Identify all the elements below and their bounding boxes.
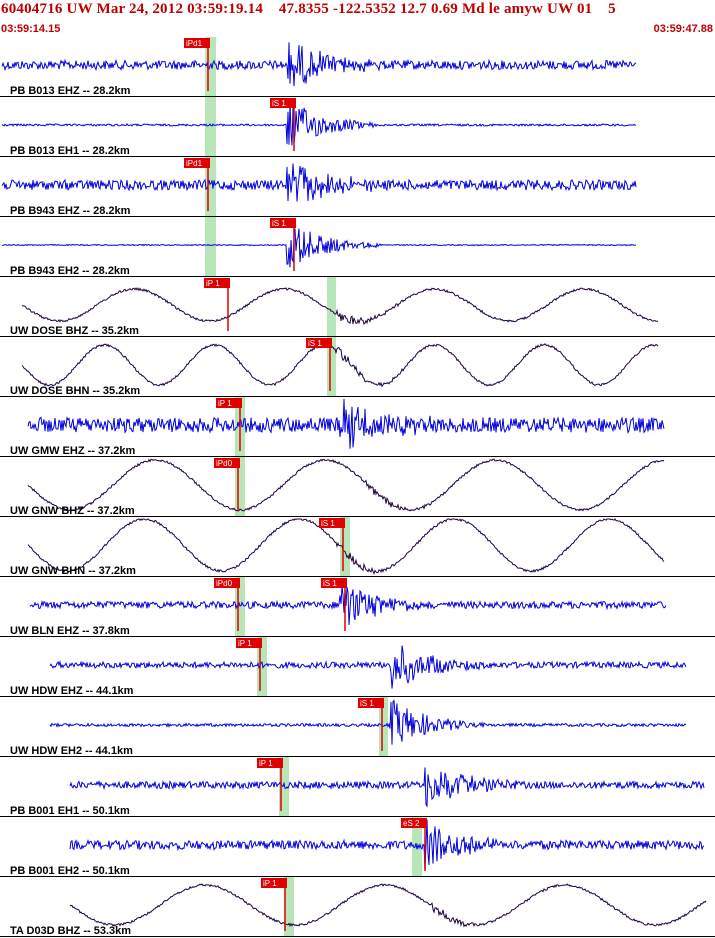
- pick-label: iS 1: [321, 519, 335, 528]
- pick-label: eS 2: [403, 819, 420, 828]
- seismogram-panel: iPd1 PB B013 EHZ -- 28.2km iS 1 PB B013 EH1…: [0, 37, 715, 937]
- trace-panel: iPd1 PB B013 EHZ -- 28.2km: [0, 37, 715, 97]
- trace-panel: iS 1 PB B943 EH2 -- 28.2km: [0, 217, 715, 277]
- waveform: [21, 287, 659, 325]
- waveform: [69, 767, 705, 808]
- waveform: [69, 819, 705, 871]
- start-time: 03:59:14.15: [1, 23, 61, 35]
- pick-label-2: iS 1: [323, 579, 337, 588]
- pick-flag[interactable]: [306, 338, 332, 348]
- station-label: UW GMW EHZ -- 37.2km: [10, 445, 136, 457]
- trace-panel: iS 1 PB B013 EH1 -- 28.2km: [0, 97, 715, 157]
- pick-label: iP 1: [259, 759, 273, 768]
- trace-panel: iP 1 UW DOSE BHZ -- 35.2km: [0, 277, 715, 337]
- pick-label: iP 1: [206, 279, 220, 288]
- pick-label: iPd1: [186, 159, 203, 168]
- station-label: PB B001 EH2 -- 50.1km: [10, 865, 130, 877]
- end-time: 03:59:47.88: [653, 23, 713, 35]
- station-label: PB B001 EH1 -- 50.1km: [10, 805, 130, 817]
- pick-flag[interactable]: [261, 878, 287, 888]
- station-label: TA D03D BHZ -- 53.3km: [10, 925, 131, 937]
- station-label: UW BLN EHZ -- 37.8km: [10, 625, 130, 637]
- pick-flag[interactable]: [270, 98, 296, 108]
- waveform: [27, 398, 665, 449]
- trace-panel: iP 1 TA D03D BHZ -- 53.3km: [0, 877, 715, 937]
- pick-flag[interactable]: [214, 458, 240, 468]
- station-label: UW HDW EHZ -- 44.1km: [10, 685, 134, 697]
- pick-window-band: [327, 337, 336, 397]
- pick-window-band: [257, 637, 267, 697]
- trace-panel: iPd0 UW GNW BHZ -- 37.2km: [0, 457, 715, 517]
- pick-flag[interactable]: [236, 638, 262, 648]
- pick-window-band: [279, 757, 289, 817]
- station-label: PB B943 EHZ -- 28.2km: [10, 205, 131, 217]
- station-label: PB B943 EH2 -- 28.2km: [10, 265, 130, 277]
- pick-window-band: [235, 577, 245, 637]
- pick-window-band: [340, 517, 350, 577]
- pick-flag[interactable]: [184, 158, 210, 168]
- station-label: UW DOSE BHZ -- 35.2km: [10, 325, 139, 337]
- pick-flag[interactable]: [319, 518, 345, 528]
- pick-label: iPd1: [186, 39, 203, 48]
- station-label: UW GNW BHZ -- 37.2km: [10, 505, 135, 517]
- pick-label: iS 1: [360, 699, 374, 708]
- pick-label: iP 1: [263, 879, 277, 888]
- waveform: [27, 458, 665, 512]
- trace-panel: iS 1 UW HDW EH2 -- 44.1km: [0, 697, 715, 757]
- pick-flag[interactable]: [184, 38, 210, 48]
- pick-window-band: [284, 877, 294, 937]
- waveform: [1, 163, 637, 202]
- waveform: [27, 518, 665, 575]
- station-label: UW GNW BHN -- 37.2km: [10, 565, 136, 577]
- pick-window-band: [235, 457, 245, 517]
- event-title: 60404716 UW Mar 24, 2012 03:59:19.14 47.…: [1, 1, 616, 17]
- waveform: [69, 883, 707, 928]
- pick-window-band: [205, 37, 216, 97]
- pick-flag[interactable]: [401, 818, 427, 828]
- pick-flag[interactable]: [204, 278, 230, 288]
- waveform: [49, 699, 687, 745]
- station-label: PB B013 EHZ -- 28.2km: [10, 85, 131, 97]
- pick-window-band: [379, 697, 388, 757]
- pick-flag[interactable]: [216, 398, 242, 408]
- pick-window-band: [327, 277, 336, 337]
- pick-window-band: [205, 97, 216, 157]
- pick-label: iS 1: [272, 219, 286, 228]
- trace-panel: iPd1 PB B943 EHZ -- 28.2km: [0, 157, 715, 217]
- waveform: [29, 585, 667, 626]
- pick-label: iP 1: [238, 639, 252, 648]
- pick-label: iP 1: [218, 399, 232, 408]
- station-label: PB B013 EH1 -- 28.2km: [10, 145, 130, 157]
- trace-panel: iS 1 UW DOSE BHN -- 35.2km: [0, 337, 715, 397]
- waveform: [49, 645, 687, 689]
- waveform: [1, 102, 637, 146]
- pick-flag[interactable]: [257, 758, 283, 768]
- waveform: [1, 42, 637, 87]
- pick-flag[interactable]: [358, 698, 384, 708]
- event-header: 60404716 UW Mar 24, 2012 03:59:19.14 47.…: [0, 0, 715, 37]
- trace-panel: iP 1 UW GMW EHZ -- 37.2km: [0, 397, 715, 457]
- pick-window-band: [205, 217, 216, 277]
- waveform: [1, 228, 637, 268]
- pick-label: iPd0: [216, 459, 233, 468]
- pick-label: iPd0: [216, 579, 233, 588]
- trace-panel: eS 2 PB B001 EH2 -- 50.1km: [0, 817, 715, 877]
- pick-flag-2[interactable]: [321, 578, 347, 588]
- station-label: UW DOSE BHN -- 35.2km: [10, 385, 140, 397]
- pick-flag[interactable]: [214, 578, 240, 588]
- waveform: [21, 343, 659, 388]
- pick-label: iS 1: [308, 339, 322, 348]
- pick-window-band: [205, 157, 216, 217]
- pick-label: iS 1: [272, 99, 286, 108]
- station-label: UW HDW EH2 -- 44.1km: [10, 745, 133, 757]
- trace-panel: iS 1 UW GNW BHN -- 37.2km: [0, 517, 715, 577]
- trace-panel: iP 1 PB B001 EH1 -- 50.1km: [0, 757, 715, 817]
- pick-flag[interactable]: [270, 218, 296, 228]
- trace-panel: iP 1 UW HDW EHZ -- 44.1km: [0, 637, 715, 697]
- trace-panel: iPd0 iS 1 UW BLN EHZ -- 37.8km: [0, 577, 715, 637]
